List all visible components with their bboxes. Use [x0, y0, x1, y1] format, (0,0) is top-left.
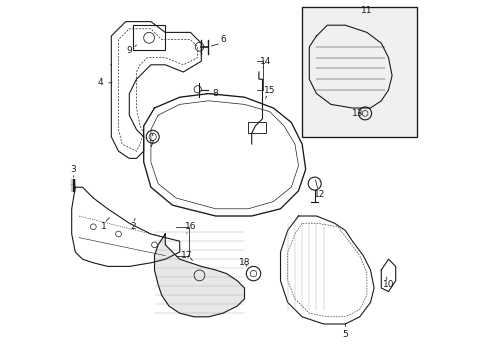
Text: 4: 4: [98, 78, 103, 87]
Bar: [247, 122, 265, 133]
Text: 3: 3: [70, 165, 76, 174]
Text: 6: 6: [220, 35, 225, 44]
Text: 12: 12: [314, 190, 325, 199]
Text: 15: 15: [264, 86, 275, 95]
Bar: [133, 25, 165, 50]
Text: 2: 2: [130, 222, 136, 231]
Text: 13: 13: [351, 109, 363, 118]
Polygon shape: [154, 234, 244, 317]
Text: 14: 14: [260, 57, 271, 66]
Text: 16: 16: [184, 222, 196, 231]
Text: 1: 1: [101, 222, 107, 231]
FancyBboxPatch shape: [302, 7, 416, 137]
Text: 9: 9: [126, 46, 132, 55]
Text: 8: 8: [212, 89, 218, 98]
Text: 11: 11: [361, 6, 372, 15]
Text: 18: 18: [238, 258, 250, 267]
Text: 10: 10: [382, 280, 393, 289]
Text: 17: 17: [181, 251, 192, 260]
Text: 7: 7: [148, 140, 153, 149]
Text: 5: 5: [342, 330, 347, 339]
